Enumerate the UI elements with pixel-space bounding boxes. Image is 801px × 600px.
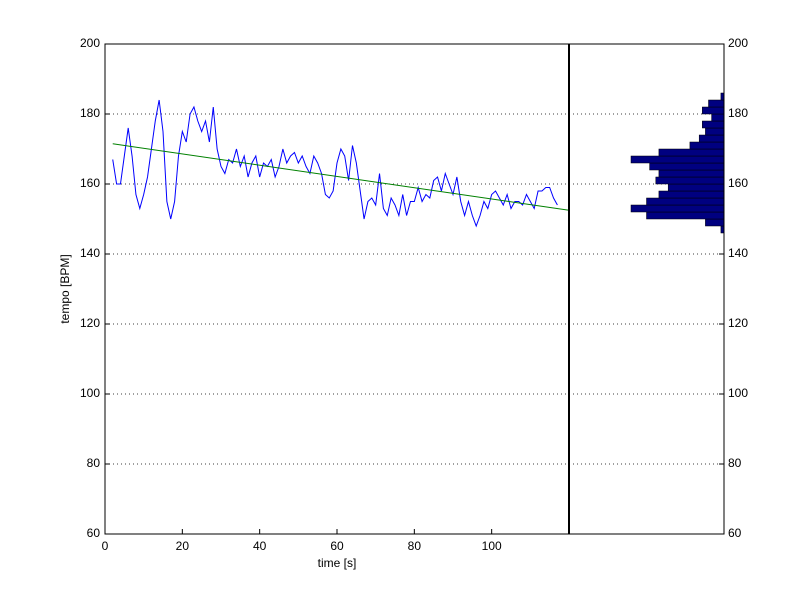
y-tick-label: 80 <box>728 456 742 470</box>
histogram-bar <box>689 141 725 150</box>
histogram-bar <box>711 113 725 122</box>
y-tick-label: 120 <box>80 316 100 330</box>
histogram-bar <box>667 183 725 192</box>
y-tick-label: 60 <box>728 526 742 540</box>
line-series <box>112 99 558 228</box>
histogram-bar <box>658 169 725 178</box>
y-tick-label: 160 <box>728 176 748 190</box>
histogram-bar <box>655 176 725 185</box>
y-tick-label: 200 <box>728 36 748 50</box>
x-tick-label: 60 <box>330 539 344 553</box>
y-tick-label: 200 <box>80 36 100 50</box>
histogram-bar <box>702 106 725 115</box>
histogram-bar <box>658 190 725 199</box>
x-tick-label: 80 <box>408 539 422 553</box>
x-axis-label: time [s] <box>318 556 357 570</box>
y-tick-label: 80 <box>87 456 101 470</box>
y-tick-label: 180 <box>80 106 100 120</box>
y-tick-label: 120 <box>728 316 748 330</box>
x-tick-label: 40 <box>253 539 267 553</box>
histogram-bar <box>705 127 725 136</box>
y-axis-label: tempo [BPM] <box>58 254 72 323</box>
histogram-bar <box>646 197 725 206</box>
y-tick-label: 60 <box>87 526 101 540</box>
x-tick-label: 100 <box>482 539 502 553</box>
histogram-bar <box>649 162 725 171</box>
line-series <box>112 143 570 211</box>
histogram-bar <box>646 211 725 220</box>
histogram-bar <box>630 155 725 164</box>
y-tick-label: 100 <box>728 386 748 400</box>
histogram-bar <box>658 148 725 157</box>
histogram-bar <box>630 204 725 213</box>
x-tick-label: 0 <box>102 539 109 553</box>
histogram-bar <box>705 218 725 227</box>
histogram-bar <box>698 134 725 143</box>
y-tick-label: 160 <box>80 176 100 190</box>
histogram-bar <box>702 120 725 129</box>
y-tick-label: 100 <box>80 386 100 400</box>
y-tick-label: 180 <box>728 106 748 120</box>
y-tick-label: 140 <box>80 246 100 260</box>
histogram-bar <box>708 99 725 108</box>
y-tick-label: 140 <box>728 246 748 260</box>
x-tick-label: 20 <box>176 539 190 553</box>
